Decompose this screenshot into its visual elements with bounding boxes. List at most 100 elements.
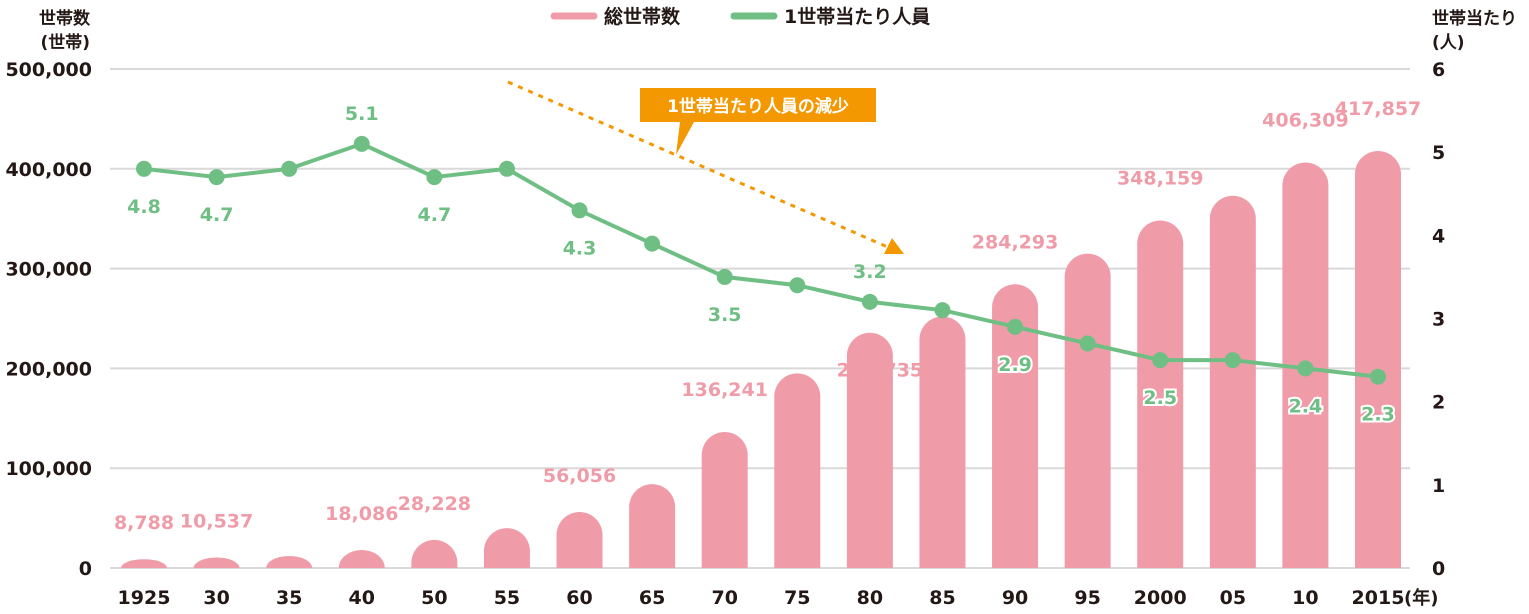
bar-50 [411,539,458,568]
bar-90 [992,284,1039,568]
line-point-35 [281,160,298,177]
line-point-50 [426,169,443,186]
line-point-80 [861,293,878,310]
right-axis-unit: (人) [1432,33,1465,53]
x-tick-label: 90 [1002,587,1028,609]
bar-value-label: 56,056 [543,465,616,487]
line-value-label: 2.5 [1143,387,1177,409]
line-point-70 [716,268,733,285]
line-point-40 [353,135,370,152]
x-tick-label: 80 [857,587,883,609]
x-tick-label: 75 [784,587,810,609]
line-value-label: 2.9 [998,354,1032,376]
line-point-55 [498,160,515,177]
bar-65 [629,484,676,568]
x-tick-label: 35 [276,587,302,609]
line-point-75 [789,277,806,294]
x-tick-label: 10 [1292,587,1318,609]
line-point-10 [1297,360,1314,377]
bar-value-label: 284,293 [972,231,1059,253]
bar-60 [556,512,603,568]
right-tick-label: 2 [1432,392,1445,414]
left-tick-label: 0 [79,558,92,580]
bar-value-label: 348,159 [1117,168,1204,190]
bar-value-label: 10,537 [180,510,253,532]
left-tick-label: 500,000 [5,59,92,81]
line-point-95 [1079,335,1096,352]
line-value-label: 4.3 [563,237,597,259]
bar-2000 [1137,220,1184,568]
right-tick-label: 5 [1432,142,1445,164]
line-point-2015 [1370,368,1386,385]
bar-value-label: 235,735 [837,360,924,382]
trend-arrow [507,80,891,250]
line-value-label: 4.7 [418,204,452,226]
x-tick-label: 55 [494,587,520,609]
line-value-label: 2.4 [1289,395,1323,417]
bar-2015 [1355,150,1401,569]
line-value-label: 3.2 [853,261,887,283]
annotation-callout [640,88,876,155]
left-axis-title: 世帯数 [39,8,91,29]
line-point-60 [571,202,588,219]
annotation-text: 1世帯当たり人員の減少 [667,96,849,117]
bar-55 [483,528,530,568]
left-tick-label: 400,000 [5,159,92,181]
left-tick-label: 300,000 [5,259,92,281]
right-tick-label: 6 [1432,59,1445,81]
x-tick-label: 50 [421,587,447,609]
left-axis-unit: (世帯) [40,32,90,53]
x-tick-label: 85 [929,587,955,609]
line-value-label: 5.1 [345,103,379,125]
x-tick-label: 05 [1220,587,1246,609]
bar-value-label: 136,241 [681,379,768,401]
bar-35 [266,556,313,568]
x-tick-label: 2000 [1134,587,1187,609]
line-point-65 [644,235,661,252]
bar-value-label: 18,086 [325,503,398,525]
bar-85 [919,316,966,568]
x-tick-label: 1925 [118,587,171,609]
bar-05 [1209,195,1256,568]
line-point-1925 [136,160,152,177]
x-tick-label: 60 [566,587,592,609]
x-unit-label: (年) [1404,587,1438,609]
arrowhead-icon [884,238,904,254]
bar-75 [774,373,821,568]
right-tick-label: 0 [1432,558,1445,580]
bar-value-label: 406,309 [1262,110,1349,132]
bar-30 [193,557,240,568]
line-value-label: 2.3 [1361,404,1395,426]
x-tick-label: 2015 [1352,587,1405,609]
x-tick-label: 30 [203,587,229,609]
bar-1925 [121,559,167,568]
bar-70 [701,432,748,568]
line-point-30 [208,169,225,186]
right-tick-label: 1 [1432,475,1445,497]
right-tick-label: 4 [1432,225,1445,247]
line-point-85 [934,302,951,319]
x-tick-label: 70 [711,587,737,609]
persons-per-household-line [143,141,1379,379]
line-value-label: 4.7 [200,204,234,226]
bar-value-label: 28,228 [398,493,471,515]
line-value-label: 4.8 [127,196,161,218]
legend-label-households: 総世帯数 [604,5,681,28]
bar-value-label: 8,788 [114,512,174,534]
bar-80 [846,332,893,568]
line-point-90 [1007,318,1024,335]
bar-40 [338,549,385,568]
x-tick-label: 40 [349,587,375,609]
line-value-label: 3.5 [708,304,742,326]
right-tick-label: 3 [1432,309,1445,331]
legend-label-persons: 1世帯当たり人員 [784,5,930,28]
left-tick-label: 200,000 [5,358,92,380]
bar-95 [1064,253,1111,568]
line-point-2000 [1152,352,1169,369]
left-tick-label: 100,000 [5,458,92,480]
x-tick-label: 95 [1074,587,1100,609]
bar-value-label: 417,857 [1335,98,1422,120]
x-tick-label: 65 [639,587,665,609]
line-point-05 [1224,352,1241,369]
